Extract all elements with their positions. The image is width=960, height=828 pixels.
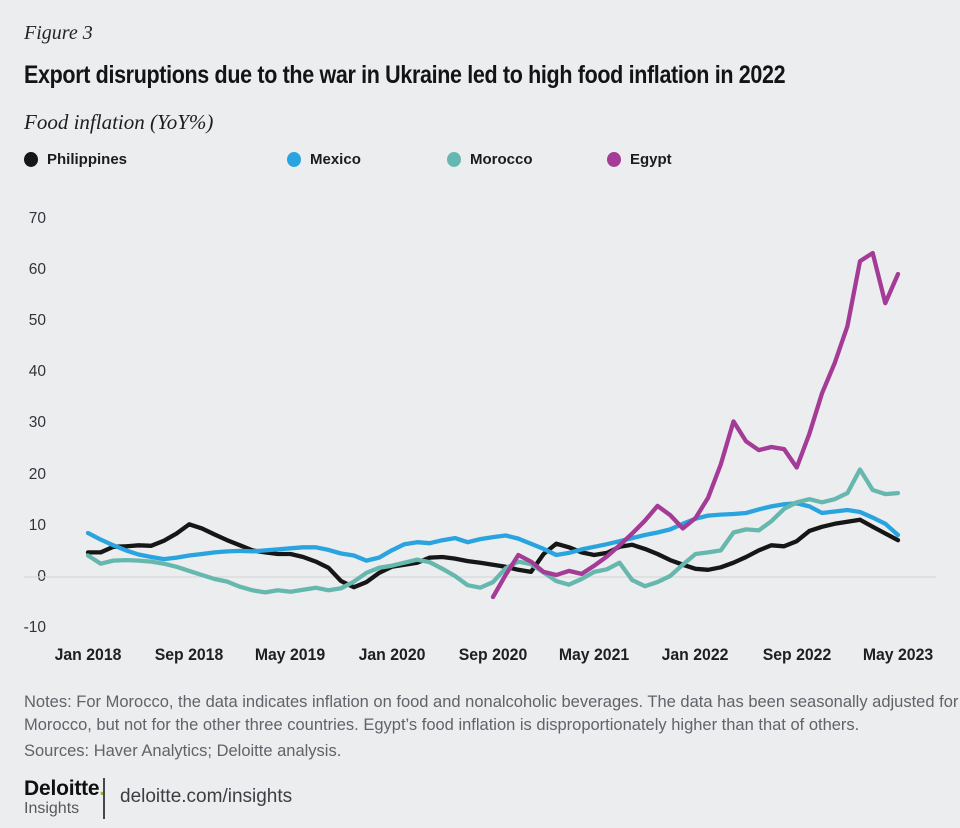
footer: Deloitte. Insights deloitte.com/insights	[0, 775, 960, 828]
green-dot-icon: .	[99, 777, 105, 800]
x-axis-tick-label: Sep 2018	[154, 645, 224, 664]
x-axis-tick-label: Sep 2020	[458, 645, 528, 664]
footer-divider	[103, 778, 105, 819]
y-axis-tick-label: 50	[28, 312, 46, 330]
chart-legend: Philippines Mexico Morocco Egypt	[0, 151, 960, 173]
series-line-egypt	[490, 250, 901, 600]
legend-item-philippines: Philippines	[24, 151, 127, 168]
legend-item-morocco: Morocco	[447, 151, 533, 168]
notes-block: Notes: For Morocco, the data indicates i…	[24, 691, 960, 763]
sources-text: Sources: Haver Analytics; Deloitte analy…	[24, 741, 342, 760]
insights-label: Insights	[24, 800, 80, 817]
y-axis-tick-label: -10	[23, 619, 46, 637]
legend-item-egypt: Egypt	[607, 151, 672, 168]
legend-label: Mexico	[310, 151, 361, 168]
x-axis-tick-label: Sep 2022	[762, 645, 832, 664]
series-line-mexico	[85, 501, 901, 563]
footer-url[interactable]: deloitte.com/insights	[120, 786, 293, 807]
deloitte-wordmark: Deloitte.	[24, 778, 105, 800]
x-axis-tick-label: Jan 2018	[54, 645, 122, 664]
deloitte-logo: Deloitte. Insights	[24, 778, 105, 818]
y-axis-tick-label: 60	[28, 260, 46, 278]
series-line-morocco	[85, 467, 901, 595]
chart-title: Export disruptions due to the war in Ukr…	[24, 61, 786, 89]
legend-dot-icon	[24, 152, 38, 167]
line-chart-canvas	[24, 250, 936, 600]
x-axis-tick-label: Jan 2022	[662, 645, 729, 664]
y-axis-tick-label: 10	[28, 516, 46, 534]
x-axis-tick-label: Jan 2020	[358, 645, 426, 664]
legend-label: Philippines	[47, 151, 128, 168]
y-axis-tick-label: 30	[28, 414, 46, 432]
legend-dot-icon	[447, 152, 461, 167]
x-axis-tick-label: May 2019	[255, 645, 326, 664]
legend-label: Egypt	[630, 151, 672, 168]
chart-subtitle: Food inflation (YoY%)	[24, 110, 214, 134]
y-axis-tick-label: 70	[28, 209, 46, 227]
legend-dot-icon	[287, 152, 301, 167]
notes-text: Notes: For Morocco, the data indicates i…	[24, 693, 959, 735]
series-line-philippines	[85, 517, 901, 590]
y-axis-tick-label: 20	[28, 465, 46, 483]
x-axis-tick-label: May 2023	[862, 645, 934, 664]
legend-dot-icon	[607, 152, 621, 167]
legend-label: Morocco	[470, 151, 533, 168]
legend-item-mexico: Mexico	[287, 151, 361, 168]
y-axis-tick-label: 40	[28, 363, 46, 381]
figure-label: Figure 3	[24, 22, 93, 44]
x-axis-tick-label: May 2021	[559, 645, 630, 664]
